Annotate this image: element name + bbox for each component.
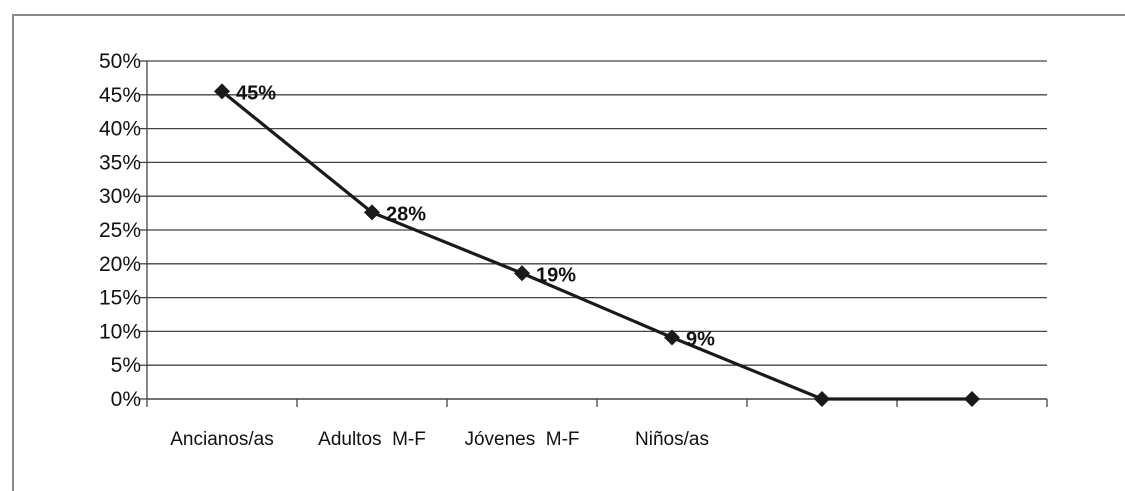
x-tick-label: Jóvenes M-F	[464, 429, 579, 450]
y-tick-label: 30%	[99, 185, 141, 208]
data-point-marker	[814, 391, 830, 407]
data-point-marker	[214, 83, 230, 100]
data-label: 28%	[386, 203, 426, 225]
y-tick-label: 25%	[99, 219, 141, 242]
x-tick-label: Niños/as	[635, 429, 709, 450]
y-tick-label: 15%	[99, 287, 141, 310]
data-point-marker	[964, 391, 980, 407]
data-label: 19%	[536, 264, 576, 286]
y-tick-label: 50%	[99, 50, 141, 73]
y-tick-label: 35%	[99, 151, 141, 174]
data-point-marker	[364, 204, 380, 221]
data-point-marker	[514, 265, 530, 282]
y-tick-label: 10%	[99, 320, 141, 343]
data-label: 45%	[236, 82, 276, 104]
y-tick-label: 40%	[99, 118, 141, 141]
x-tick-label: Adultos M-F	[318, 429, 426, 450]
series-line	[220, 90, 972, 401]
y-tick-label: 0%	[111, 388, 141, 411]
y-tick-label: 45%	[99, 84, 141, 107]
data-point-marker	[664, 329, 680, 346]
y-tick-label: 5%	[111, 354, 141, 377]
y-tick-label: 20%	[99, 253, 141, 276]
data-label: 9%	[686, 328, 715, 350]
x-tick-label: Ancianos/as	[170, 429, 274, 450]
chart-frame	[12, 14, 1125, 491]
